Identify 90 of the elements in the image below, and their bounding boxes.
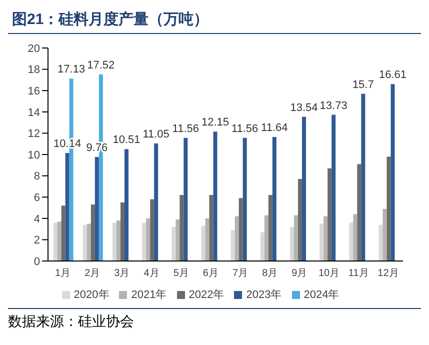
bar — [272, 137, 276, 261]
bar — [184, 138, 188, 261]
bar — [90, 204, 95, 261]
bar — [142, 222, 146, 261]
bar — [213, 132, 218, 261]
data-label: 12.15 — [201, 116, 230, 129]
x-tick-label: 11月 — [348, 268, 369, 280]
y-tick-label: 16 — [28, 86, 40, 98]
legend-label: 2024年 — [304, 289, 340, 301]
bar — [353, 214, 358, 261]
data-label: 17.52 — [87, 59, 115, 72]
bar — [324, 216, 328, 261]
bar — [146, 218, 150, 261]
x-tick-label: 5月 — [173, 268, 189, 280]
bar — [150, 199, 154, 261]
bar — [201, 226, 206, 261]
y-tick-label: 12 — [28, 128, 40, 140]
legend-label: 2021年 — [131, 289, 167, 301]
x-tick-label: 12月 — [378, 268, 399, 280]
chart-title: 图21：硅料月度产量（万吨） — [8, 8, 421, 34]
bar — [357, 164, 362, 261]
bar — [176, 219, 180, 261]
x-tick-label: 7月 — [232, 268, 248, 280]
source-note: 数据来源：硅业协会 — [8, 313, 135, 331]
bar — [230, 230, 235, 261]
bar — [378, 224, 383, 261]
x-tick-label: 4月 — [144, 268, 160, 280]
bar — [124, 149, 128, 261]
legend-label: 2022年 — [188, 289, 224, 301]
x-tick-label: 1月 — [55, 268, 71, 280]
data-label: 11.56 — [231, 122, 258, 135]
x-tick-label: 3月 — [114, 268, 130, 280]
y-tick-label: 0 — [34, 256, 40, 268]
bar — [264, 215, 268, 261]
bar — [361, 94, 366, 261]
y-tick-label: 6 — [34, 192, 40, 204]
bar — [390, 84, 395, 261]
y-tick-label: 20 — [28, 42, 40, 55]
bar — [349, 222, 354, 261]
bar — [386, 156, 391, 261]
bar — [290, 226, 294, 261]
bar — [154, 143, 158, 261]
bar — [180, 194, 184, 261]
bar — [298, 178, 302, 261]
data-label: 16.61 — [378, 69, 407, 82]
bar — [294, 215, 298, 261]
bar — [94, 157, 99, 261]
x-tick-label: 9月 — [292, 268, 308, 280]
data-label: 13.73 — [320, 100, 348, 112]
bar — [242, 138, 247, 261]
bar — [205, 218, 210, 261]
data-label: 15.7 — [352, 78, 374, 91]
bar — [172, 226, 176, 261]
data-label: 17.13 — [58, 64, 86, 76]
x-tick-label: 6月 — [202, 268, 218, 280]
data-label: 11.05 — [142, 128, 170, 140]
y-tick-label: 2 — [34, 234, 40, 247]
bar — [86, 224, 91, 261]
legend-label: 2020年 — [74, 289, 110, 301]
bar — [260, 232, 264, 261]
bar — [382, 208, 387, 261]
legend-label: 2023年 — [246, 289, 282, 301]
bar — [238, 198, 243, 261]
y-tick-label: 18 — [28, 64, 40, 76]
bar — [268, 194, 272, 261]
data-label: 13.54 — [290, 102, 318, 114]
data-label: 11.56 — [172, 122, 200, 135]
y-tick-label: 8 — [34, 170, 40, 183]
x-tick-label: 10月 — [318, 268, 340, 280]
x-tick-label: 2月 — [84, 268, 100, 280]
bar — [57, 222, 62, 261]
bar — [82, 224, 87, 261]
data-label: 10.51 — [112, 134, 140, 146]
x-tick-label: 8月 — [262, 268, 278, 280]
bar — [328, 168, 332, 261]
y-tick-label: 14 — [28, 106, 40, 119]
bar — [120, 202, 124, 261]
bar — [61, 206, 66, 261]
bar — [302, 116, 306, 261]
bar — [234, 216, 239, 261]
bar — [320, 224, 324, 261]
bar — [116, 220, 120, 261]
bar — [53, 222, 58, 261]
y-tick-label: 10 — [28, 149, 40, 162]
bar — [209, 194, 214, 261]
data-label: 11.64 — [261, 122, 288, 134]
bar — [65, 153, 70, 261]
y-tick-label: 4 — [34, 213, 40, 226]
bar — [112, 222, 116, 261]
bar — [332, 114, 336, 261]
